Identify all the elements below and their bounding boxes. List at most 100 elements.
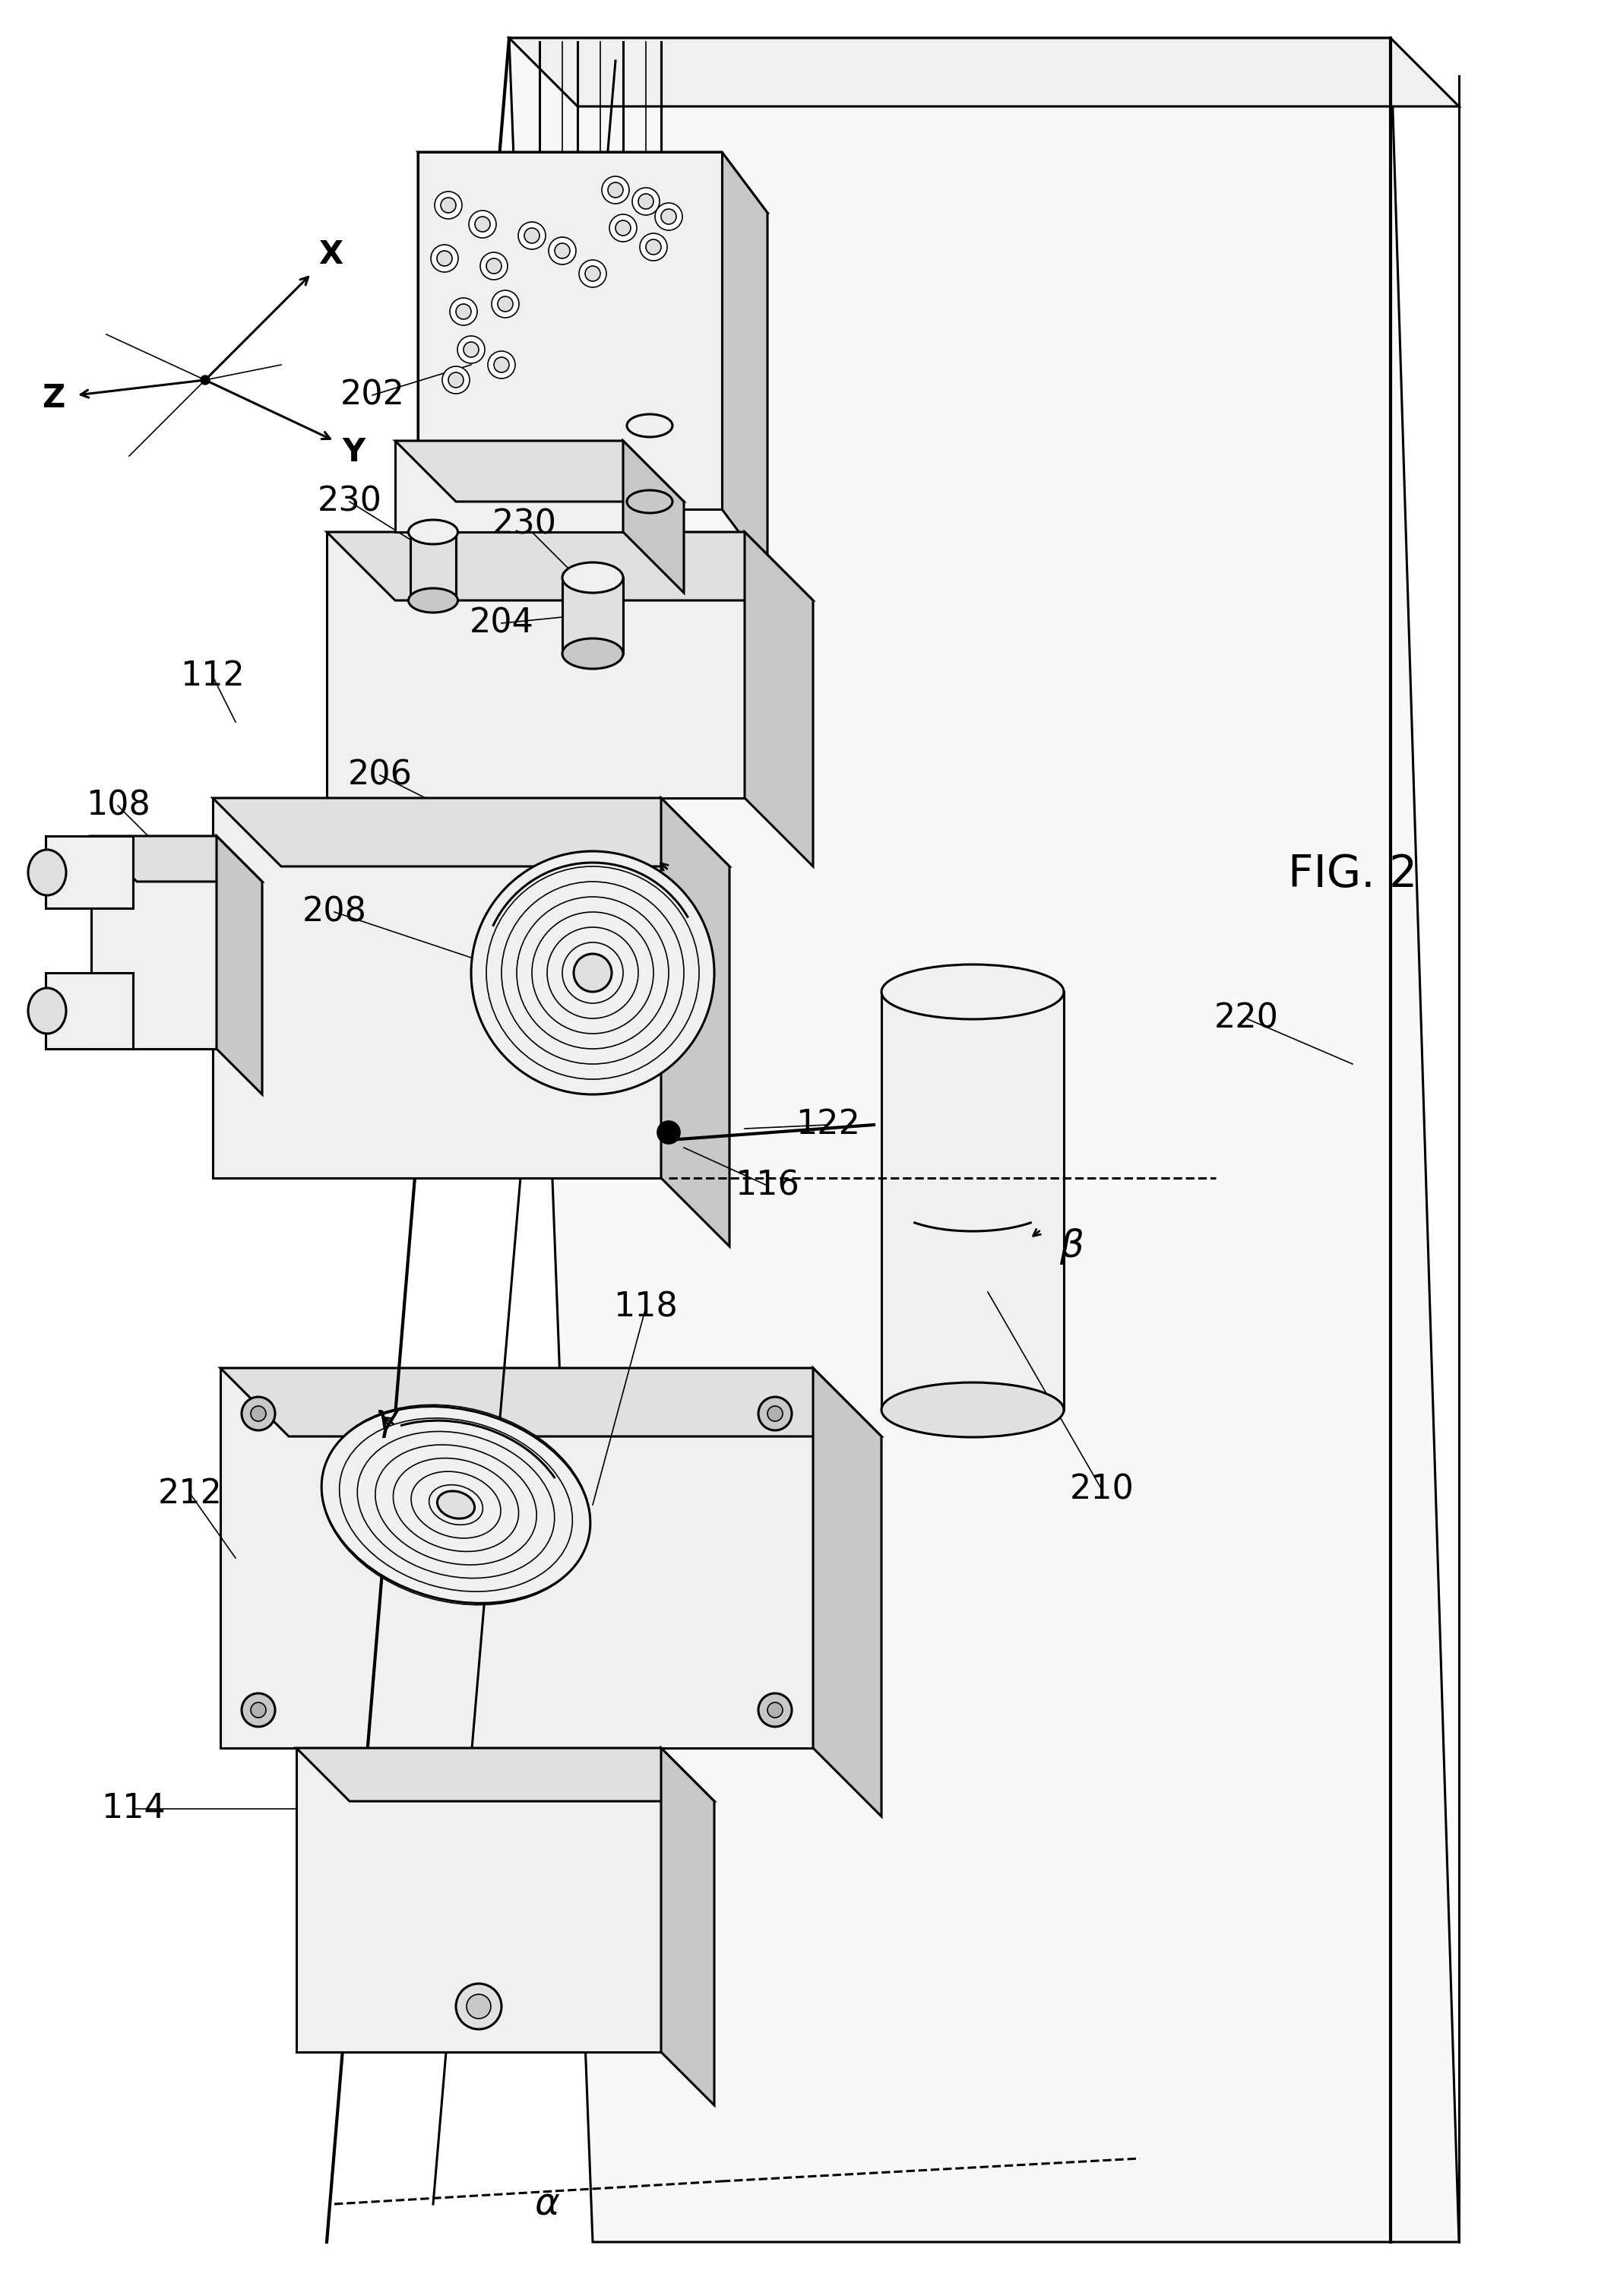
Text: 206: 206	[348, 760, 412, 792]
Circle shape	[585, 266, 600, 280]
Circle shape	[467, 1995, 492, 2018]
Circle shape	[464, 342, 479, 358]
Text: 230: 230	[317, 484, 382, 519]
Polygon shape	[220, 1368, 881, 1437]
Polygon shape	[395, 441, 684, 501]
Circle shape	[661, 209, 676, 225]
Polygon shape	[91, 836, 217, 1049]
Circle shape	[602, 177, 629, 204]
Ellipse shape	[409, 588, 458, 613]
Circle shape	[487, 259, 501, 273]
Polygon shape	[563, 579, 623, 654]
Circle shape	[768, 1405, 783, 1421]
Circle shape	[441, 367, 469, 393]
Circle shape	[632, 188, 660, 216]
Polygon shape	[509, 39, 1459, 2241]
Ellipse shape	[563, 563, 623, 592]
Circle shape	[456, 303, 471, 319]
Circle shape	[498, 296, 513, 312]
Polygon shape	[213, 799, 661, 1178]
Polygon shape	[417, 152, 721, 510]
Circle shape	[448, 372, 464, 388]
Polygon shape	[45, 974, 133, 1049]
Ellipse shape	[322, 1407, 590, 1603]
Text: 118: 118	[614, 1290, 678, 1322]
Ellipse shape	[881, 964, 1064, 1019]
Circle shape	[758, 1396, 792, 1430]
Text: 116: 116	[736, 1169, 800, 1203]
Circle shape	[610, 214, 637, 241]
Circle shape	[430, 246, 458, 273]
Polygon shape	[417, 152, 768, 214]
Ellipse shape	[627, 413, 673, 436]
Polygon shape	[721, 152, 768, 569]
Text: 112: 112	[181, 659, 246, 693]
Text: 114: 114	[100, 1793, 165, 1825]
Circle shape	[450, 298, 477, 326]
Circle shape	[437, 250, 453, 266]
Text: $\beta$: $\beta$	[1059, 1226, 1083, 1265]
Circle shape	[548, 236, 576, 264]
Circle shape	[640, 234, 668, 262]
Circle shape	[524, 227, 540, 243]
Polygon shape	[213, 799, 729, 866]
Polygon shape	[881, 992, 1064, 1410]
Polygon shape	[327, 533, 745, 799]
Polygon shape	[623, 441, 684, 592]
Text: Z: Z	[42, 383, 65, 413]
Text: 220: 220	[1214, 1001, 1279, 1035]
Circle shape	[768, 1701, 783, 1717]
Text: 108: 108	[86, 790, 150, 822]
Circle shape	[488, 351, 516, 379]
Circle shape	[241, 1396, 275, 1430]
Circle shape	[241, 1694, 275, 1727]
Polygon shape	[661, 799, 729, 1247]
Polygon shape	[45, 836, 133, 909]
Circle shape	[201, 377, 210, 383]
Ellipse shape	[574, 953, 611, 992]
Text: X: X	[319, 239, 343, 271]
Ellipse shape	[27, 987, 66, 1033]
Polygon shape	[217, 836, 262, 1095]
Circle shape	[608, 181, 623, 197]
Ellipse shape	[471, 852, 715, 1095]
Circle shape	[758, 1694, 792, 1727]
Circle shape	[492, 289, 519, 317]
Polygon shape	[509, 39, 1459, 106]
Circle shape	[441, 197, 456, 214]
Circle shape	[469, 211, 496, 239]
Text: 204: 204	[469, 606, 534, 641]
Circle shape	[475, 216, 490, 232]
Ellipse shape	[627, 491, 673, 512]
Ellipse shape	[27, 850, 66, 895]
Text: $\gamma$: $\gamma$	[375, 1403, 401, 1440]
Polygon shape	[661, 1747, 715, 2105]
Text: 202: 202	[340, 379, 404, 411]
Ellipse shape	[563, 638, 623, 668]
Circle shape	[251, 1701, 265, 1717]
Polygon shape	[417, 152, 464, 569]
Circle shape	[480, 253, 508, 280]
Polygon shape	[91, 836, 262, 882]
Circle shape	[493, 358, 509, 372]
Text: 208: 208	[302, 895, 367, 928]
Polygon shape	[813, 1368, 881, 1816]
Circle shape	[639, 193, 653, 209]
Circle shape	[555, 243, 569, 259]
Polygon shape	[296, 1747, 715, 1802]
Circle shape	[645, 239, 661, 255]
Circle shape	[435, 191, 462, 218]
Circle shape	[456, 1984, 501, 2030]
Circle shape	[517, 223, 545, 250]
Circle shape	[251, 1405, 265, 1421]
Circle shape	[657, 1120, 681, 1143]
Ellipse shape	[409, 519, 458, 544]
Ellipse shape	[437, 1490, 475, 1518]
Text: Y: Y	[341, 436, 365, 468]
Polygon shape	[631, 425, 669, 501]
Circle shape	[655, 202, 682, 230]
Circle shape	[616, 220, 631, 236]
Text: $\alpha$: $\alpha$	[534, 2186, 559, 2223]
Polygon shape	[296, 1747, 661, 2053]
Text: 230: 230	[492, 507, 556, 542]
